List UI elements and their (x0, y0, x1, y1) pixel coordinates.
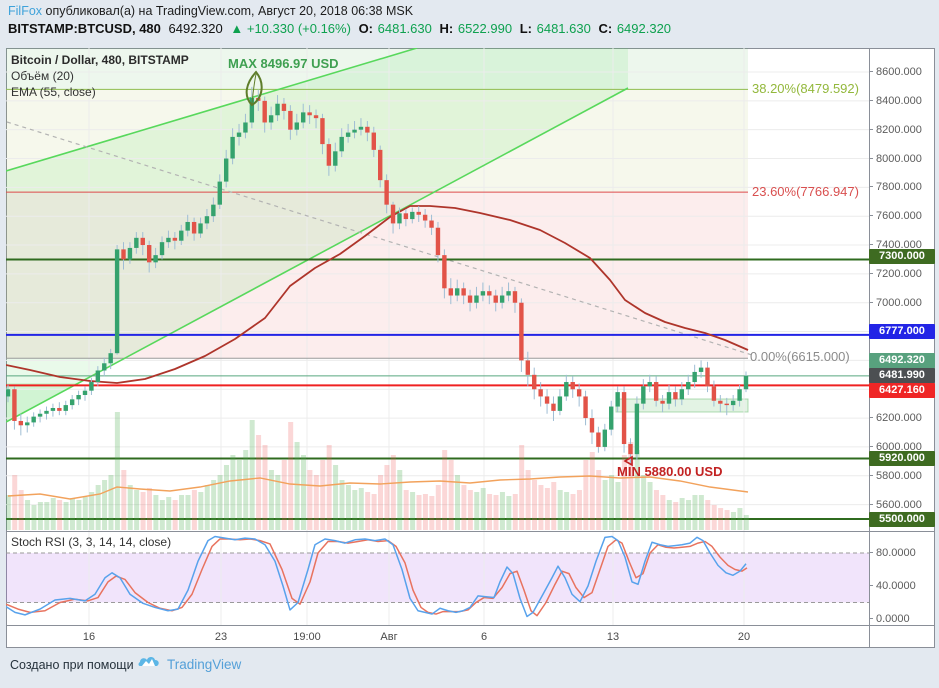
chart-frame (6, 48, 935, 648)
price-badge: 6777.000 (869, 324, 935, 339)
price-axis-label: 7600.000 (869, 210, 932, 222)
fib-382-label: 38.20%(8479.592) (752, 81, 859, 96)
stoch-axis-label: 40.0000 (869, 580, 932, 592)
price-axis-label: 6200.000 (869, 412, 932, 424)
price-axis-label: 7800.000 (869, 181, 932, 193)
price-axis-label: 7200.000 (869, 268, 932, 280)
publish-info: FilFox опубликовал(а) на TradingView.com… (8, 4, 413, 18)
price-axis-label: 8400.000 (869, 95, 932, 107)
time-axis-separator (6, 625, 935, 626)
symbol-status-row: BITSTAMP:BTCUSD, 480 6492.320 ▲ +10.330 … (8, 21, 675, 36)
close-value: 6492.320 (616, 21, 672, 36)
time-axis-label: 6 (480, 631, 488, 643)
price-axis-label: 5600.000 (869, 499, 932, 511)
price-axis-label: 8200.000 (869, 124, 932, 136)
publish-text: опубликовал(а) на TradingView.com, Авгус… (42, 4, 414, 18)
price-badge: 7300.000 (869, 249, 935, 264)
pane-separator (6, 531, 935, 532)
price-badge: 6481.990 (869, 368, 935, 383)
price-axis-label: 6000.000 (869, 441, 932, 453)
price-badge: 5500.000 (869, 512, 935, 527)
tradingview-brand-link[interactable]: TradingView (167, 657, 242, 672)
ema-legend[interactable]: EMA (55, close) (11, 85, 96, 99)
price-change: ▲ +10.330 (+0.16%) (230, 21, 351, 36)
tradingview-logo-icon[interactable] (138, 654, 160, 672)
time-axis-label: 16 (82, 631, 96, 643)
price-badge: 6427.160 (869, 383, 935, 398)
stoch-axis-label: 0.0000 (869, 613, 932, 625)
price-axis-label: 7400.000 (869, 239, 932, 251)
created-with-text: Создано при помощи (10, 658, 134, 672)
open-value: 6481.630 (377, 21, 432, 36)
time-axis-label: 20 (737, 631, 751, 643)
fib-000-label: 0.00%(6615.000) (750, 349, 850, 364)
stoch-rsi-pane[interactable] (6, 531, 869, 625)
stoch-axis-label: 80.0000 (869, 547, 932, 559)
min-price-label: MIN 5880.00 USD (617, 464, 723, 479)
time-axis-label: Авг (380, 631, 398, 643)
time-axis-label: 23 (214, 631, 228, 643)
price-pane[interactable] (6, 48, 869, 531)
price-axis-label: 5800.000 (869, 470, 932, 482)
low-value: 6481.630 (536, 21, 591, 36)
stoch-rsi-legend[interactable]: Stoch RSI (3, 3, 14, 14, close) (11, 535, 172, 549)
author-link[interactable]: FilFox (8, 4, 43, 18)
volume-legend[interactable]: Объём (20) (11, 69, 74, 83)
time-axis-label: 19:00 (293, 631, 321, 643)
price-badge: 6492.320 (869, 353, 935, 368)
close-label: C: (598, 21, 613, 36)
axis-separator (869, 48, 870, 648)
price-axis-label: 7000.000 (869, 297, 932, 309)
open-label: O: (358, 21, 374, 36)
low-label: L: (519, 21, 532, 36)
fib-236-label: 23.60%(7766.947) (752, 184, 859, 199)
price-axis-label: 8000.000 (869, 153, 932, 165)
high-value: 6522.990 (457, 21, 513, 36)
last-price: 6492.320 (168, 21, 223, 36)
series-legend-title[interactable]: Bitcoin / Dollar, 480, BITSTAMP (11, 53, 189, 67)
max-price-label: MAX 8496.97 USD (228, 56, 339, 71)
time-axis-label: 13 (606, 631, 620, 643)
price-badge: 5920.000 (869, 451, 935, 466)
symbol-title[interactable]: BITSTAMP:BTCUSD, 480 (8, 21, 161, 36)
price-axis-label: 8600.000 (869, 66, 932, 78)
high-label: H: (439, 21, 454, 36)
